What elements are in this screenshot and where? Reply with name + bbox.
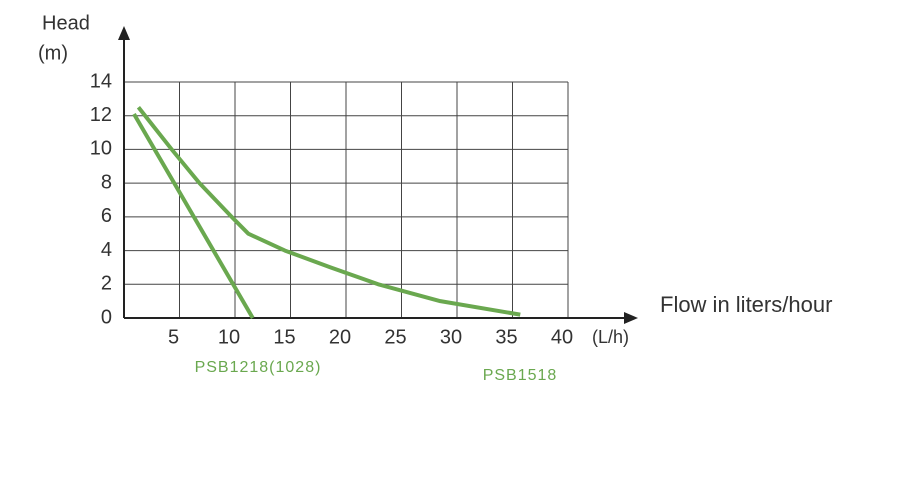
series-line [132,113,255,320]
x-tick-label: 30 [440,326,462,348]
x-tick-label: 40 [551,326,573,348]
legend-label: PSB1218(1028) [195,359,322,376]
x-tick-label: 20 [329,326,351,348]
y-axis-unit: (m) [38,42,68,64]
x-tick-label: 5 [168,326,179,348]
y-tick-label: 4 [101,239,112,261]
y-tick-label: 0 [101,306,112,328]
y-tick-label: 12 [90,104,112,126]
y-tick-label: 14 [90,70,112,92]
y-tick-label: 6 [101,205,112,227]
x-axis-label: Flow in liters/hour [660,292,832,317]
y-tick-label: 10 [90,138,112,160]
y-tick-label: 8 [101,171,112,193]
legend-label: PSB1518 [483,367,558,384]
x-tick-label: 25 [384,326,406,348]
x-tick-label: 10 [218,326,240,348]
x-axis-unit: (L/h) [592,327,629,347]
y-axis-arrow [118,26,130,40]
x-axis-arrow [624,312,638,324]
y-axis-label: Head [42,12,90,34]
y-tick-label: 2 [101,273,112,295]
x-tick-label: 35 [495,326,517,348]
x-tick-label: 15 [273,326,295,348]
series-line [136,106,521,317]
